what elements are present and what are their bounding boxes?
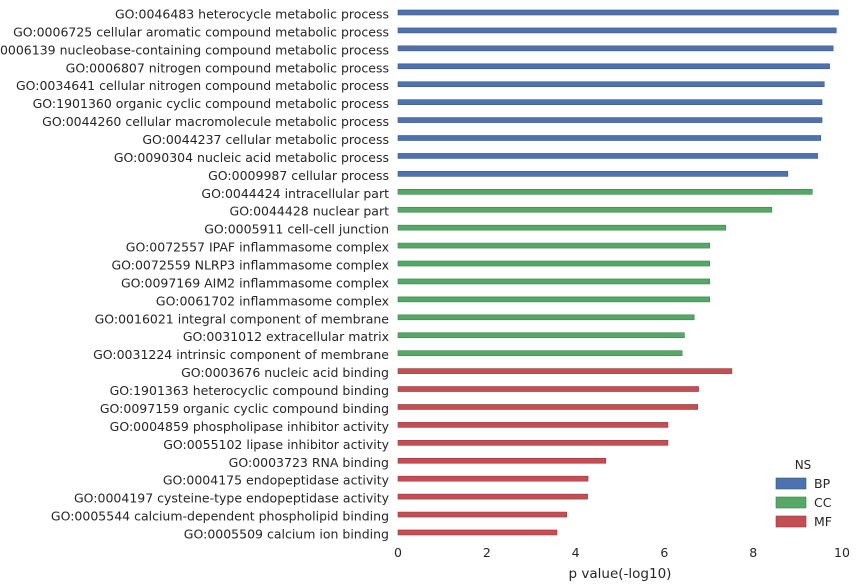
category-label: GO:0044424 intracellular part (201, 186, 389, 201)
bar-17 (397, 296, 710, 303)
x-tick-label: 8 (749, 545, 757, 560)
bar-21 (397, 368, 733, 374)
legend-label-cc: CC (814, 495, 832, 510)
category-label: GO:0072559 NLRP3 inflammasome complex (111, 258, 389, 273)
bar-24 (397, 422, 669, 428)
bar-14 (397, 242, 710, 249)
category-label: GO:0061702 inflammasome complex (156, 293, 389, 308)
category-label: GO:0004175 endopeptidase activity (163, 473, 390, 488)
bar-25 (397, 440, 669, 446)
category-label: GO:0005544 calcium-dependent phospholipi… (51, 509, 389, 524)
category-label: GO:0097169 AIM2 inflammasome complex (121, 275, 389, 290)
category-label: GO:0055102 lipase inhibitor activity (163, 437, 389, 452)
category-label: GO:0072557 IPAF inflammasome complex (126, 240, 389, 255)
legend-label-mf: MF (814, 514, 832, 529)
bar-16 (397, 278, 710, 285)
bar-29 (397, 511, 568, 518)
bar-18 (397, 314, 695, 321)
bar-13 (397, 224, 726, 231)
category-label: GO:0005509 calcium ion binding (184, 526, 389, 541)
category-label: GO:0006139 nucleobase-containing compoun… (0, 42, 389, 57)
bar-27 (397, 475, 589, 482)
bar-5 (397, 81, 825, 88)
x-tick-label: 0 (394, 545, 402, 560)
x-tick-label: 10 (834, 545, 850, 560)
category-label: GO:0044428 nuclear part (230, 204, 390, 219)
category-label: GO:0034641 cellular nitrogen compound me… (16, 78, 389, 93)
x-tick-label: 6 (660, 545, 668, 560)
bar-30 (397, 529, 558, 536)
category-label: GO:0031224 intrinsic component of membra… (93, 347, 389, 362)
category-label: GO:0006807 nitrogen compound metabolic p… (66, 60, 389, 75)
x-axis-ticks-group: 0 2 4 6 8 10 (394, 545, 850, 560)
bar-7 (397, 117, 823, 123)
bar-10 (397, 171, 789, 177)
legend-swatch-bp (775, 477, 807, 490)
x-tick-label: 4 (572, 545, 580, 560)
legend-swatch-cc (775, 496, 807, 509)
bar-4 (397, 63, 830, 70)
category-label: GO:0044237 cellular metabolic process (142, 132, 389, 147)
bar-19 (397, 332, 685, 339)
legend-title: NS (795, 458, 812, 472)
bar-11 (397, 189, 813, 195)
bar-1 (397, 9, 839, 16)
category-label: GO:0009987 cellular process (208, 168, 389, 183)
bar-8 (397, 135, 821, 141)
bar-9 (397, 153, 818, 159)
bar-2 (397, 27, 837, 34)
bar-28 (397, 493, 588, 500)
category-label: GO:0031012 extracellular matrix (183, 329, 389, 344)
category-label: GO:0097159 organic cyclic compound bindi… (100, 401, 389, 416)
category-label: GO:0003723 RNA binding (229, 455, 389, 470)
bar-3 (397, 45, 834, 52)
bar-23 (397, 404, 699, 410)
category-label: GO:0016021 integral component of membran… (95, 311, 390, 326)
category-label: GO:0004197 cysteine-type endopeptidase a… (74, 491, 390, 506)
bars-group (397, 9, 839, 536)
x-axis-title: p value(-log10) (569, 566, 672, 582)
category-labels-group: GO:0046483 heterocycle metabolic process… (0, 7, 390, 542)
bar-20 (397, 350, 683, 356)
category-label: GO:0044260 cellular macromolecule metabo… (42, 114, 389, 129)
legend-label-bp: BP (814, 476, 831, 491)
category-label: GO:0004859 phospholipase inhibitor activ… (110, 419, 390, 434)
category-label: GO:0090304 nucleic acid metabolic proces… (114, 150, 389, 165)
legend-swatch-mf (775, 515, 807, 528)
bar-22 (397, 386, 699, 392)
category-label: GO:0003676 nucleic acid binding (181, 365, 389, 380)
x-tick-label: 2 (483, 545, 491, 560)
bar-15 (397, 260, 710, 267)
category-label: GO:0006725 cellular aromatic compound me… (13, 24, 389, 39)
bar-26 (397, 457, 607, 464)
category-label: GO:1901363 heterocyclic compound binding (110, 383, 389, 398)
bar-6 (397, 99, 823, 105)
category-label: GO:0005911 cell-cell junction (204, 222, 389, 237)
category-label: GO:0046483 heterocycle metabolic process (115, 7, 389, 22)
category-label: GO:1901360 organic cyclic compound metab… (33, 96, 389, 111)
bar-12 (397, 206, 773, 213)
